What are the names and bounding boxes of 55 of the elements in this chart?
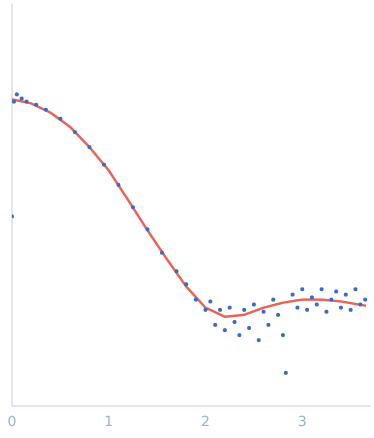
point — [184, 282, 188, 286]
point — [358, 302, 362, 307]
point — [14, 92, 19, 96]
point — [145, 227, 150, 232]
point — [266, 322, 270, 327]
point — [174, 269, 178, 274]
point — [24, 100, 29, 104]
point — [256, 338, 261, 342]
point — [242, 308, 246, 312]
point — [252, 302, 256, 307]
x-tick-label: 1 — [104, 414, 114, 430]
point — [348, 308, 353, 312]
point — [237, 333, 242, 338]
point — [87, 145, 92, 150]
point — [334, 289, 338, 294]
point — [320, 287, 324, 292]
point — [271, 298, 276, 302]
x-tick-label: 2 — [201, 414, 210, 430]
point — [324, 310, 328, 314]
point — [314, 302, 319, 307]
point — [338, 306, 343, 310]
point — [194, 298, 198, 302]
point — [305, 308, 310, 312]
point — [300, 287, 304, 292]
point — [102, 162, 106, 167]
point — [310, 295, 314, 300]
point — [329, 298, 334, 302]
point — [213, 322, 218, 327]
point — [160, 250, 164, 255]
point — [116, 182, 120, 187]
point — [228, 306, 232, 310]
point — [276, 312, 280, 317]
point — [280, 333, 285, 338]
point — [222, 328, 227, 332]
point — [363, 298, 368, 302]
point — [44, 108, 48, 112]
point — [204, 308, 208, 312]
point — [295, 306, 300, 310]
point — [262, 310, 266, 314]
point — [284, 370, 288, 375]
point — [247, 326, 252, 330]
x-tick-label: 3 — [298, 414, 307, 430]
point — [344, 292, 348, 297]
point — [20, 96, 24, 100]
point — [208, 299, 212, 304]
point — [290, 292, 295, 297]
point — [130, 205, 135, 210]
point — [58, 116, 62, 121]
x-tick-label: 0 — [8, 414, 16, 430]
point — [218, 308, 222, 312]
point — [34, 102, 38, 107]
point — [353, 287, 358, 292]
point — [232, 320, 237, 324]
point — [12, 100, 16, 104]
point — [72, 130, 77, 134]
